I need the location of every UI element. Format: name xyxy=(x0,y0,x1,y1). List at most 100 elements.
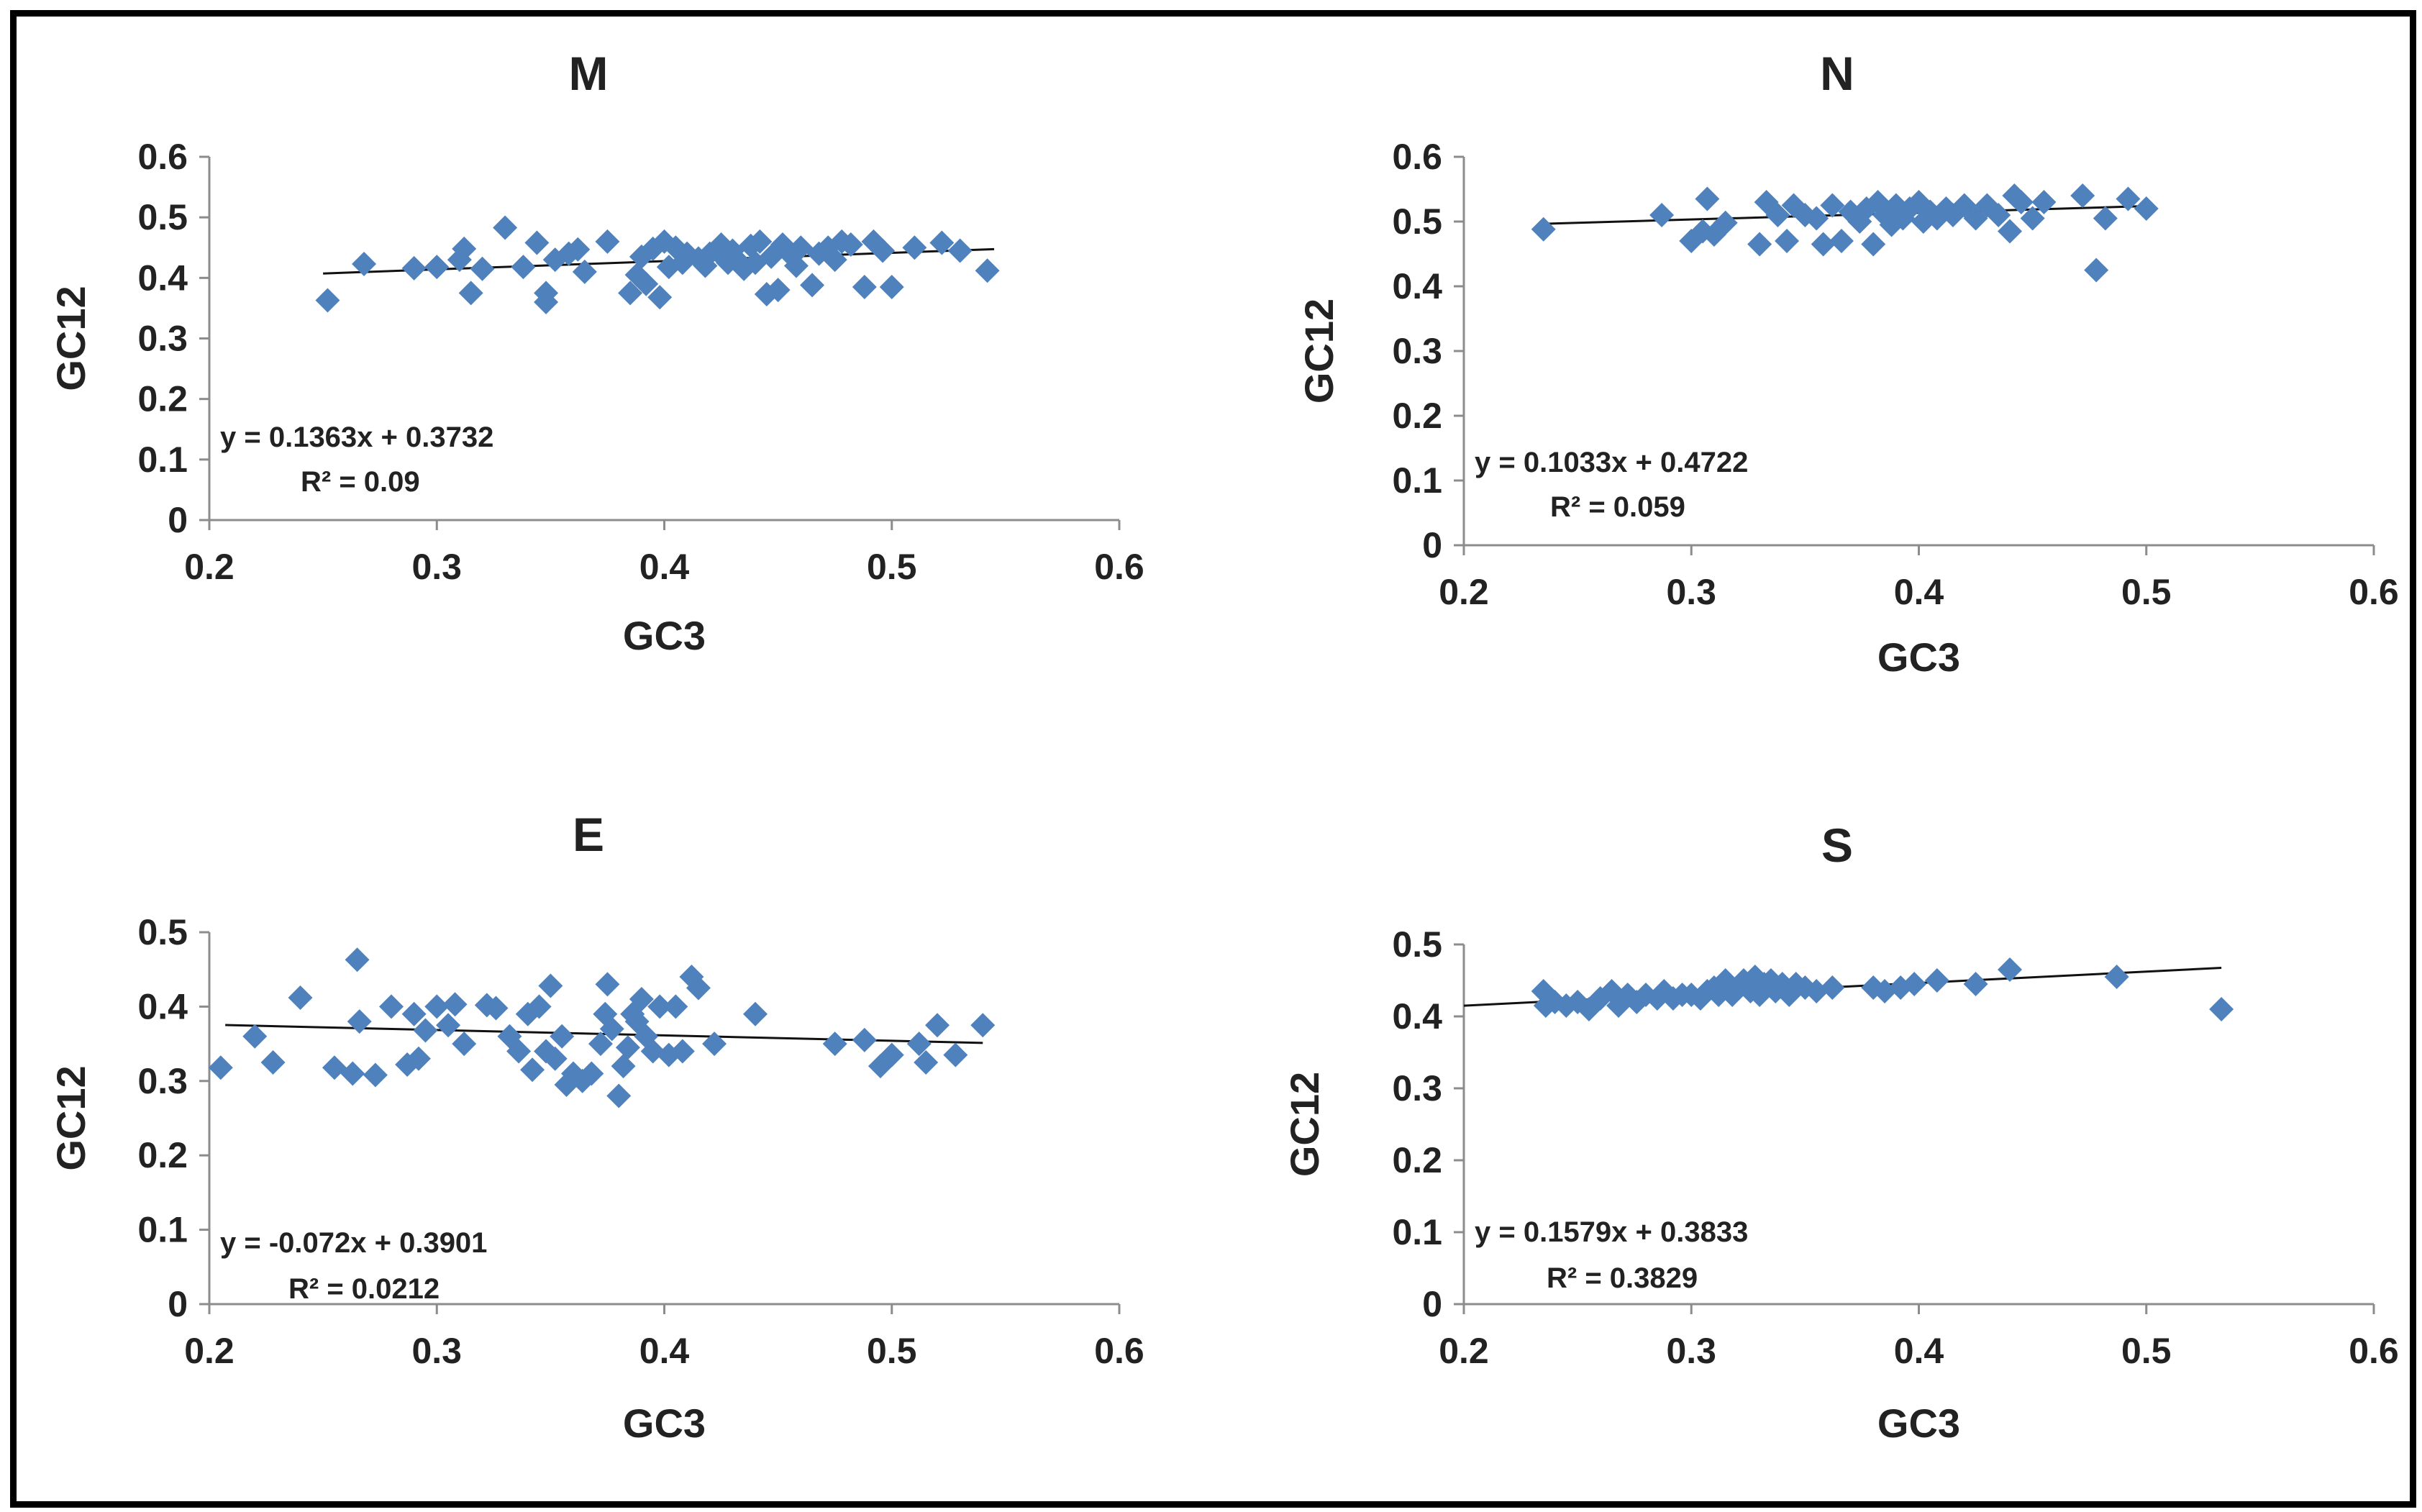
panel-1-data-point xyxy=(1713,210,1738,235)
panel-3-x-tick-label: 0.6 xyxy=(2349,1331,2399,1371)
panel-2-data-point xyxy=(520,1057,545,1083)
panel-2-x-axis-label: GC3 xyxy=(623,1401,706,1446)
panel-1-data-point xyxy=(1986,203,2011,227)
panel-0-data-point xyxy=(838,232,863,258)
panel-3-x-tick-label: 0.2 xyxy=(1439,1331,1489,1371)
panel-0-data-point xyxy=(565,237,591,262)
figure: M 0 0.1 0.2 0.3 0.4 0.5 0.6 0.2 0.3 0.4 0.5 0.6 GC3 GC… xyxy=(48,47,2399,1446)
panel-2-data-point xyxy=(743,1001,768,1026)
panel-0-data-point xyxy=(929,230,955,255)
panel-0-data-point xyxy=(595,229,620,254)
panel-0-data-point xyxy=(747,229,773,254)
panel-0-data-point xyxy=(870,238,896,263)
panel-3-y-tick-label: 0.4 xyxy=(1392,996,1442,1037)
panel-3-y-tick-label: 0.2 xyxy=(1392,1140,1442,1180)
panel-2-data-point xyxy=(615,1035,640,1060)
panel-1-x-tick-label: 0.3 xyxy=(1666,572,1716,612)
panel-1-title: N xyxy=(1820,47,1854,100)
panel-2-data-point xyxy=(413,1018,438,1043)
panel-2-data-point xyxy=(588,1031,613,1057)
panel-2-data-point xyxy=(611,1054,636,1079)
panel-3-x-axis-label: GC3 xyxy=(1877,1401,1960,1446)
panel-0-data-point xyxy=(352,251,377,276)
panel-3-y-axis-label: GC12 xyxy=(1282,1072,1327,1177)
panel-2-data-point xyxy=(379,994,404,1019)
panel-1-y-tick-label: 0.3 xyxy=(1392,331,1442,371)
panel-2-data-point xyxy=(647,994,673,1019)
panel-2-data-point xyxy=(606,1083,632,1108)
panel-2-data-point xyxy=(914,1049,939,1075)
panel-2-r-squared: R² = 0.0212 xyxy=(288,1273,440,1305)
panel-0-data-point xyxy=(879,274,904,299)
panel-2-data-point xyxy=(686,975,711,1001)
panel-0-x-axis-label: GC3 xyxy=(623,613,706,658)
panel-0-data-point xyxy=(572,259,597,284)
panel-0-y-tick-label: 0.3 xyxy=(137,319,188,359)
panel-0-data-point xyxy=(975,258,1000,283)
panel-1-y-tick-label: 0.1 xyxy=(1392,460,1442,501)
panel-1-data-point xyxy=(1820,193,1845,218)
panel-0-data-point xyxy=(458,281,483,306)
panel-2-y-tick-label: 0.3 xyxy=(137,1061,188,1101)
panel-3-data-point xyxy=(1820,975,1845,1000)
panel-1-y-tick-label: 0.5 xyxy=(1392,201,1442,242)
panel-2-data-point xyxy=(879,1042,904,1067)
panel-0-y-tick-label: 0 xyxy=(168,500,188,540)
panel-2-data-point xyxy=(906,1031,932,1057)
panel-0-data-point xyxy=(634,271,659,296)
panel-2-data-point xyxy=(288,985,313,1010)
panel-2-x-tick-label: 0.3 xyxy=(411,1331,462,1371)
panel-1-x-tick-label: 0.2 xyxy=(1439,572,1489,612)
panel-2-data-point xyxy=(483,996,509,1021)
panel-0-y-tick-label: 0.4 xyxy=(137,258,188,298)
panel-1-data-point xyxy=(1811,232,1836,257)
panel-3-data-point xyxy=(1963,972,1988,996)
panel-0-data-point xyxy=(902,235,927,260)
panel-3-x-tick-label: 0.4 xyxy=(1894,1331,1944,1371)
panel-0-data-point xyxy=(511,255,536,280)
panel-3-y-tick-label: 0.5 xyxy=(1392,924,1442,965)
panel-2-data-point xyxy=(208,1055,233,1080)
panel-0-y-tick-label: 0.6 xyxy=(137,137,188,177)
panel-2-y-tick-label: 0.5 xyxy=(137,912,188,952)
panel-2-x-tick-label: 0.2 xyxy=(184,1331,235,1371)
panel-3-trend-equation: y = 0.1579x + 0.3833 xyxy=(1475,1216,1748,1248)
panel-2-data-point xyxy=(629,987,654,1012)
panel-3-y-tick-label: 0.3 xyxy=(1392,1068,1442,1108)
panel-0-y-tick-label: 0.5 xyxy=(137,197,188,237)
panel-1-x-tick-label: 0.4 xyxy=(1894,572,1944,612)
panel-3-data-point xyxy=(1924,968,1949,993)
panel-0-title: M xyxy=(569,47,609,100)
panel-3-r-squared: R² = 0.3829 xyxy=(1547,1262,1698,1294)
panel-2-data-point xyxy=(436,1013,461,1038)
panel-3-data-point xyxy=(1998,957,2022,982)
panel-2-data-point xyxy=(550,1024,575,1049)
panel-2-x-tick-label: 0.5 xyxy=(867,1331,917,1371)
panel-1-data-point xyxy=(1531,217,1556,242)
panel-0-data-point xyxy=(424,255,450,280)
panel-0-data-point xyxy=(852,274,877,299)
panel-2-data-point xyxy=(702,1031,727,1057)
panel-1-x-tick-label: 0.5 xyxy=(2121,572,2172,612)
panel-0-data-point xyxy=(947,238,973,263)
panel-1-data-point xyxy=(1861,232,1886,257)
panel-2-data-point xyxy=(599,1016,624,1042)
panel-2-data-point xyxy=(322,1055,347,1080)
panel-0-y-tick-label: 0.1 xyxy=(137,440,188,480)
panel-0-data-point xyxy=(524,230,550,255)
panel-2-data-point xyxy=(363,1062,388,1088)
panel-0-data-point xyxy=(765,278,791,303)
panel-1-data-point xyxy=(2031,190,2057,214)
panel-1-y-tick-label: 0 xyxy=(1422,525,1442,565)
panel-1-y-tick-label: 0.6 xyxy=(1392,137,1442,177)
panel-1-data-point xyxy=(1695,186,1720,211)
panel-3-y-tick-label: 0 xyxy=(1422,1284,1442,1324)
panel-1-data-point xyxy=(2020,206,2045,231)
panel-2-data-point xyxy=(506,1039,532,1064)
panel-1-data-point xyxy=(2134,196,2159,221)
panel-2-data-point xyxy=(822,1031,847,1057)
panel-0-data-point xyxy=(618,281,643,306)
panel-2-data-point xyxy=(970,1013,996,1038)
panel-0-r-squared: R² = 0.09 xyxy=(301,466,420,498)
panel-2-y-tick-label: 0.4 xyxy=(137,986,188,1026)
